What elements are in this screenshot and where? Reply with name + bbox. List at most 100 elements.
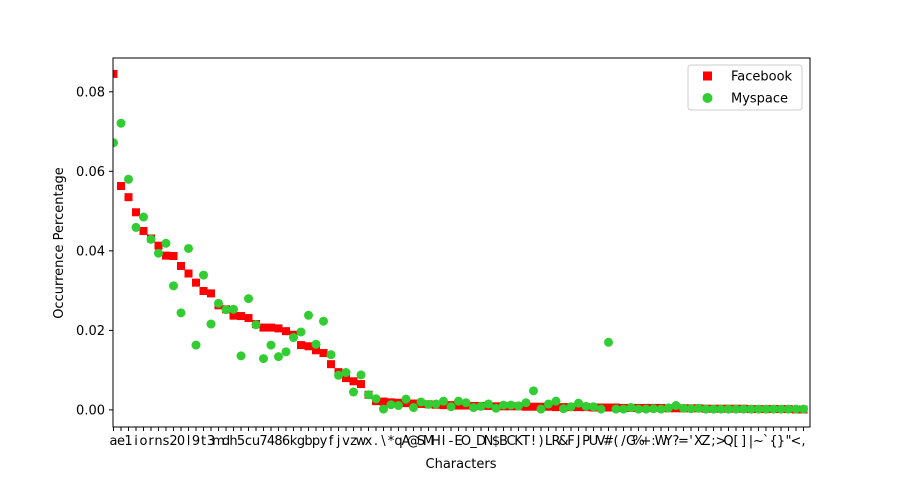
myspace-point <box>131 222 141 232</box>
myspace-point <box>664 403 673 413</box>
facebook-point <box>274 324 283 333</box>
myspace-point <box>604 337 613 347</box>
x-tick-label: U <box>589 434 599 449</box>
myspace-point <box>634 404 643 414</box>
myspace-point <box>154 248 163 258</box>
myspace-point <box>656 404 666 414</box>
myspace-point <box>334 370 343 380</box>
x-tick-label: 8 <box>274 434 282 449</box>
x-tick-label: q <box>394 434 402 449</box>
facebook-point <box>319 349 328 358</box>
facebook-point <box>529 402 538 411</box>
myspace-point <box>761 404 771 414</box>
myspace-point <box>506 400 516 410</box>
legend: Facebook Myspace <box>687 64 803 111</box>
x-tick-label: @ <box>407 434 420 449</box>
x-tick-label: 0 <box>177 434 185 449</box>
facebook-point <box>154 241 163 250</box>
facebook-point <box>267 323 275 332</box>
myspace-point <box>146 234 156 244</box>
y-axis-title: Occurrence Percentage <box>52 167 67 319</box>
myspace-point <box>671 401 681 411</box>
facebook-point <box>379 397 388 406</box>
legend-marker-myspace <box>702 93 713 103</box>
myspace-point <box>784 404 793 414</box>
myspace-point <box>769 404 778 414</box>
x-tick-label: D <box>476 434 486 449</box>
x-tick-label: f <box>329 434 334 449</box>
x-tick-label: A <box>402 434 411 449</box>
facebook-point <box>604 403 613 412</box>
myspace-point <box>259 354 268 364</box>
myspace-point <box>641 404 651 414</box>
facebook-point <box>237 312 245 321</box>
facebook-point <box>244 314 253 323</box>
markers <box>113 69 808 414</box>
myspace-point <box>776 404 786 414</box>
myspace-point <box>439 396 448 406</box>
x-tick-label: N <box>484 434 494 449</box>
x-tick-label: s <box>163 434 170 449</box>
x-tick-label: ' <box>689 434 693 449</box>
myspace-point <box>461 398 471 408</box>
myspace-point <box>626 403 636 413</box>
myspace-point <box>559 404 568 414</box>
x-tick-label: [ <box>733 434 738 449</box>
myspace-point <box>113 138 118 148</box>
myspace-point <box>289 333 298 343</box>
myspace-point <box>229 304 238 314</box>
facebook-point <box>259 323 268 332</box>
x-tick-label: - <box>449 434 454 449</box>
x-tick-label: % <box>632 434 644 449</box>
myspace-point <box>169 281 178 291</box>
x-tick-label: 4 <box>267 434 275 449</box>
myspace-point <box>454 396 463 406</box>
x-tick-label: 3 <box>207 434 215 449</box>
x-tick-label: ) <box>538 434 543 449</box>
x-axis-title: Characters <box>426 457 497 472</box>
myspace-point <box>566 402 576 412</box>
facebook-point <box>177 261 185 270</box>
facebook-point <box>162 251 170 260</box>
myspace-point <box>746 404 756 414</box>
x-tick-label: S <box>417 434 425 449</box>
facebook-point <box>357 380 365 389</box>
x-tick-label: ( <box>613 434 618 449</box>
y-tick-label: 0.02 <box>76 324 105 339</box>
x-tick-label: 9 <box>192 434 200 449</box>
myspace-point <box>191 340 201 350</box>
myspace-point <box>694 403 703 413</box>
myspace-point <box>574 398 583 408</box>
x-tick-label: l <box>187 434 191 449</box>
x-tick-label: # <box>603 434 614 449</box>
facebook-point <box>192 278 200 287</box>
myspace-point <box>476 401 486 411</box>
x-tick-label: P <box>582 434 590 449</box>
myspace-point <box>236 351 246 361</box>
x-tick-label: ~ <box>753 434 764 449</box>
myspace-point <box>379 404 388 414</box>
x-tick-label: ! <box>531 434 536 449</box>
myspace-point <box>401 394 411 404</box>
x-tick-label: B <box>499 434 508 449</box>
myspace-point <box>296 327 306 337</box>
myspace-point <box>679 403 688 413</box>
myspace-point <box>349 387 358 397</box>
x-tick-label: I <box>442 434 446 449</box>
x-tick-label: o <box>140 434 148 449</box>
myspace-point <box>416 397 426 407</box>
myspace-point <box>649 404 658 414</box>
x-tick-label: ` <box>763 434 770 449</box>
facebook-point <box>184 269 193 278</box>
x-tick-label: 2 <box>169 434 177 449</box>
x-tick-label: H <box>431 434 441 449</box>
myspace-point <box>251 320 261 330</box>
x-tick-label: ] <box>741 434 746 449</box>
x-tick-label: k <box>290 434 298 449</box>
x-tick-label: n <box>154 434 162 449</box>
plot-frame <box>112 57 811 428</box>
x-tick-label: { <box>769 434 777 449</box>
facebook-point <box>124 193 133 202</box>
myspace-point <box>446 402 456 412</box>
myspace-point <box>206 319 216 329</box>
